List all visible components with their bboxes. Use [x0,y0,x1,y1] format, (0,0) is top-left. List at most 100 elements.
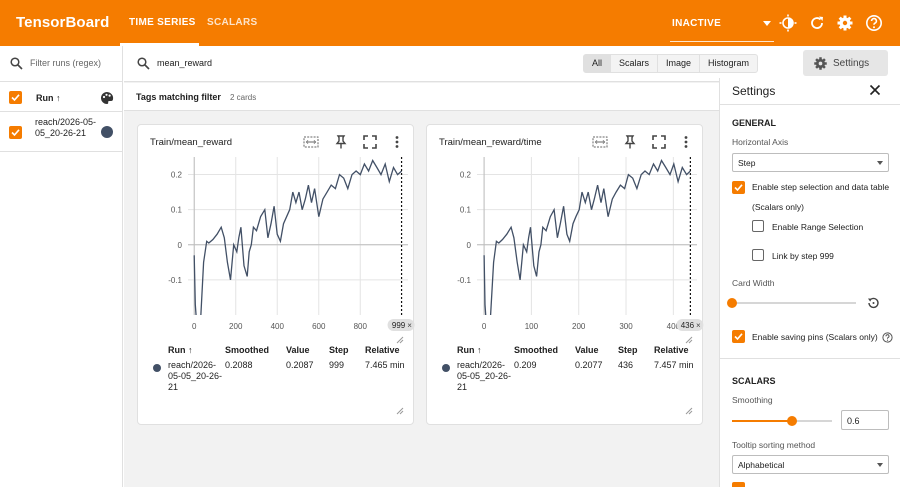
horizontal-axis-select[interactable]: Step [732,153,889,172]
card-title: Train/mean_reward/time [439,137,542,148]
range-selection-checkbox[interactable] [752,220,764,232]
y-tick-label: 0 [178,241,183,250]
main-content: mean_reward All Scalars Image Histogram … [124,46,759,487]
row-run-swatch [442,364,450,372]
col-relative[interactable]: Relative [654,345,689,355]
chevron-down-icon [763,21,771,26]
x-tick-label: 0 [192,322,197,331]
fit-domain-icon[interactable] [303,134,319,150]
y-tick-label: 0 [467,241,472,250]
gear-icon [814,57,827,70]
cell-value: 0.2077 [575,360,603,370]
pin-icon[interactable] [333,134,349,150]
link-by-step-checkbox[interactable] [752,249,764,261]
card-width-slider-thumb[interactable] [727,298,737,308]
plugin-type-filter: All Scalars Image Histogram [583,54,759,73]
fit-domain-icon[interactable] [592,134,608,150]
x-tick-label: 400 [667,322,681,331]
smoothing-slider-thumb[interactable] [787,416,797,426]
filter-scalars[interactable]: Scalars [611,55,659,72]
more-vert-icon[interactable] [389,134,405,150]
step-badge-close-icon: × [696,321,701,330]
more-vert-icon[interactable] [678,134,694,150]
fullscreen-icon[interactable] [362,134,378,150]
col-value[interactable]: Value [575,345,599,355]
refresh-icon[interactable] [808,14,826,32]
filter-histogram[interactable]: Histogram [708,58,750,68]
range-selection-label: Enable Range Selection [772,222,864,232]
x-tick-label: 800 [354,322,368,331]
cell-smoothed: 0.2088 [225,360,253,370]
filter-all[interactable]: All [584,55,612,72]
link-by-step-label: Link by step 999 [772,251,834,261]
smoothing-input[interactable]: 0.6 [841,410,889,430]
run-checkbox[interactable] [9,126,22,139]
run-row[interactable]: reach/2026-05-05_20-26-21 [0,112,123,152]
scalar-chart[interactable]: 0.2 0.1 0 -0.1 0 200 400 600 800 999 × [138,155,415,345]
cell-smoothed: 0.209 [514,360,537,370]
card-width-slider-track[interactable] [732,302,856,304]
chevron-down-icon [877,463,883,467]
run-name: reach/2026-05-05_20-26-21 [35,117,97,138]
x-tick-label: 400 [271,322,285,331]
col-step[interactable]: Step [329,345,349,355]
col-smoothed[interactable]: Smoothed [514,345,558,355]
select-all-runs-checkbox[interactable] [9,91,22,104]
pin-icon[interactable] [622,134,638,150]
plugin-status-select[interactable]: INACTIVE [670,14,774,42]
x-tick-label: 200 [572,322,586,331]
tooltip-sorting-value: Alphabetical [738,460,785,470]
resize-handle-icon[interactable] [396,336,404,344]
partial-checkbox[interactable] [732,482,745,487]
settings-panel: Settings GENERAL Horizontal Axis Step En… [719,78,900,487]
col-run[interactable]: Run ↑ [457,345,482,355]
filter-image[interactable]: Image [658,55,701,72]
help-icon[interactable] [865,14,883,32]
smoothing-label: Smoothing [732,395,773,405]
col-run[interactable]: Run ↑ [168,345,193,355]
gear-icon[interactable] [836,14,854,32]
runs-filter[interactable]: Filter runs (regex) [0,46,123,82]
tags-group-header: Tags matching filter 2 cards [124,83,719,111]
scalar-chart[interactable]: 0.2 0.1 0 -0.1 0 100 200 300 400 436 × [427,155,704,345]
resize-handle-icon[interactable] [685,407,693,415]
resize-handle-icon[interactable] [685,336,693,344]
smoothing-slider-fill [732,420,792,422]
col-smoothed[interactable]: Smoothed [225,345,269,355]
step-badge [387,319,415,331]
col-relative[interactable]: Relative [365,345,400,355]
search-icon [10,57,23,70]
settings-button[interactable]: Settings [803,50,888,76]
tooltip-sorting-select[interactable]: Alphabetical [732,455,889,474]
dark-mode-icon[interactable] [779,14,797,32]
plugin-status-value: INACTIVE [672,18,722,29]
cell-relative: 7.457 min [654,360,694,370]
col-value[interactable]: Value [286,345,310,355]
run-color-swatch[interactable] [101,126,113,138]
help-icon[interactable] [882,332,893,343]
close-icon[interactable] [869,84,881,96]
run-column-header[interactable]: Run ↑ [36,93,61,103]
saving-pins-checkbox[interactable] [732,330,745,343]
tag-search-input[interactable]: mean_reward [157,58,213,68]
checkmark-icon [734,333,743,341]
tab-time-series[interactable]: TIME SERIES [129,17,196,28]
y-tick-label: 0.2 [460,171,472,180]
checkmark-icon [734,184,743,192]
step-selection-checkbox[interactable] [732,181,745,194]
x-tick-label: 200 [229,322,243,331]
tab-scalars[interactable]: SCALARS [207,17,258,28]
runs-table-header: Run ↑ [0,82,123,112]
chevron-down-icon [877,161,883,165]
col-step[interactable]: Step [618,345,638,355]
reset-icon[interactable] [866,296,880,310]
resize-handle-icon[interactable] [396,407,404,415]
y-tick-label: 0.1 [171,206,183,215]
fullscreen-icon[interactable] [651,134,667,150]
runs-panel: Filter runs (regex) Run ↑ reach/2026-05-… [0,46,123,487]
palette-icon[interactable] [100,91,114,105]
tag-search-bar[interactable]: mean_reward All Scalars Image Histogram [124,46,759,82]
checkmark-icon [11,94,20,102]
app-brand: TensorBoard [16,14,110,31]
top-app-bar: TensorBoard TIME SERIES SCALARS INACTIVE [0,0,900,46]
